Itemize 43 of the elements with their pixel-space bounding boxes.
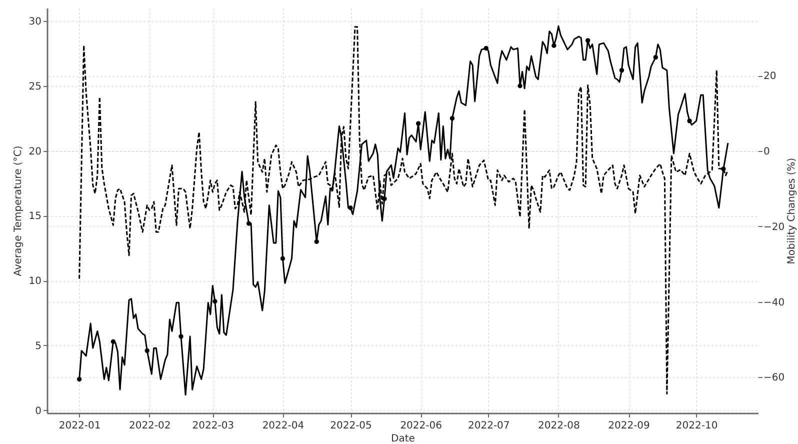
point (280, 256, 286, 261)
y-tick-label: 30 (28, 16, 42, 28)
point (619, 68, 624, 73)
x-axis-title: Date (391, 434, 415, 444)
y2-tick-label: −60 (764, 372, 785, 384)
y2-tick-label: 0 (764, 146, 770, 158)
y2-tick-label: 20 (764, 71, 776, 82)
y-tick-label: 25 (28, 81, 42, 92)
point (314, 239, 319, 244)
y2-tick-label: −40 (764, 297, 785, 308)
x-tick-label: 2022-03 (192, 420, 234, 432)
point (212, 299, 218, 304)
x-tick-label: 2022-07 (468, 420, 510, 432)
x-tick-label: 2022-09 (608, 420, 650, 432)
point (585, 38, 590, 43)
point (687, 118, 692, 124)
point (246, 221, 252, 226)
x-tick-label: 2022-06 (400, 420, 442, 432)
point (552, 43, 556, 48)
point (110, 339, 116, 344)
y-tick-label: 15 (28, 211, 42, 222)
point (348, 206, 353, 210)
point (416, 121, 421, 126)
x-tick-label: 2022-04 (262, 420, 304, 432)
point (450, 116, 455, 121)
point (484, 46, 488, 51)
point (518, 84, 522, 88)
point (178, 334, 184, 339)
y-axis-title: Average Temperature (°C) (12, 146, 24, 276)
y2-axis-title: Mobility Changes (%) (786, 158, 798, 264)
y-tick-label: 0 (35, 406, 42, 417)
x-tick-label: 2022-08 (538, 420, 580, 432)
point (144, 348, 150, 354)
x-tick-label: 2022-01 (58, 420, 101, 432)
x-tick-label: 2022-02 (128, 420, 171, 432)
point (653, 54, 658, 60)
x-tick-label: 2022-10 (676, 420, 718, 432)
y-tick-label: 10 (28, 276, 42, 288)
y-tick-label: 20 (28, 146, 42, 158)
x-tick-label: 2022-05 (330, 420, 372, 432)
y2-tick-label: −20 (764, 222, 785, 233)
point (76, 376, 82, 382)
y-tick-label: 5 (35, 341, 42, 352)
